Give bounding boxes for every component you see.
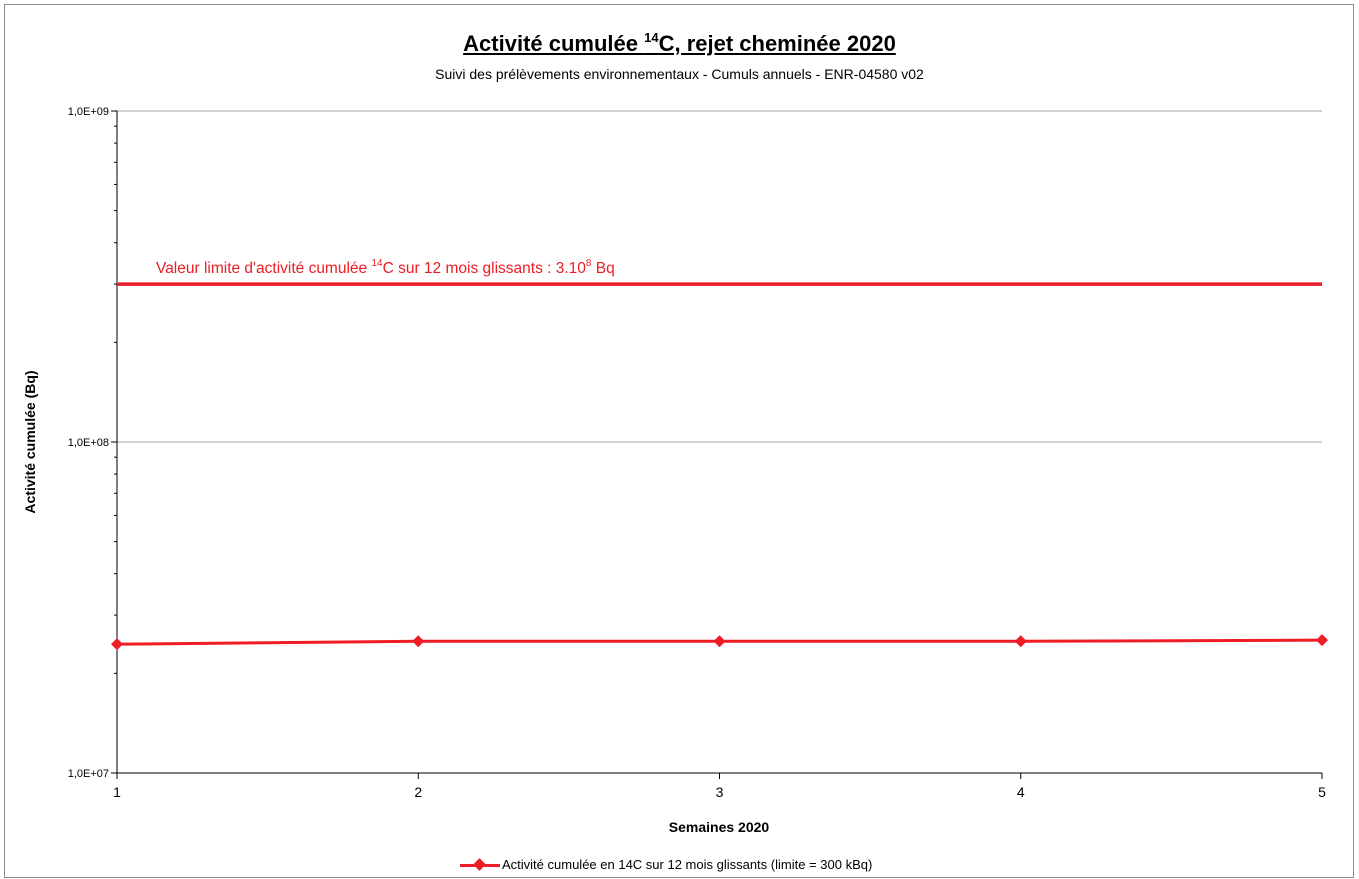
data-point — [713, 635, 726, 648]
x-tick-label: 2 — [414, 784, 422, 800]
chart-frame — [4, 4, 1354, 878]
chart-title: Activité cumulée 14C, rejet cheminée 202… — [463, 30, 896, 56]
data-point — [412, 635, 425, 648]
data-point — [1316, 634, 1328, 647]
chart-subtitle: Suivi des prélèvements environnementaux … — [435, 66, 924, 82]
legend-marker-icon — [460, 857, 500, 871]
legend-label: Activité cumulée en 14C sur 12 mois glis… — [502, 857, 873, 872]
y-tick-label: 1,0E+08 — [68, 437, 109, 449]
x-tick-label: 1 — [113, 784, 121, 800]
y-axis-label: Activité cumulée (Bq) — [22, 370, 38, 514]
data-point — [1014, 635, 1027, 648]
legend: Activité cumulée en 14C sur 12 mois glis… — [460, 857, 872, 872]
x-tick-label: 4 — [1017, 784, 1025, 800]
data-point — [111, 638, 123, 651]
limit-label: Valeur limite d'activité cumulée 14C sur… — [156, 258, 615, 277]
y-tick-label: 1,0E+09 — [68, 106, 109, 118]
y-tick-label: 1,0E+07 — [68, 768, 109, 780]
x-axis-label: Semaines 2020 — [668, 819, 770, 835]
x-tick-label: 5 — [1318, 784, 1326, 800]
x-tick-label: 3 — [716, 784, 724, 800]
